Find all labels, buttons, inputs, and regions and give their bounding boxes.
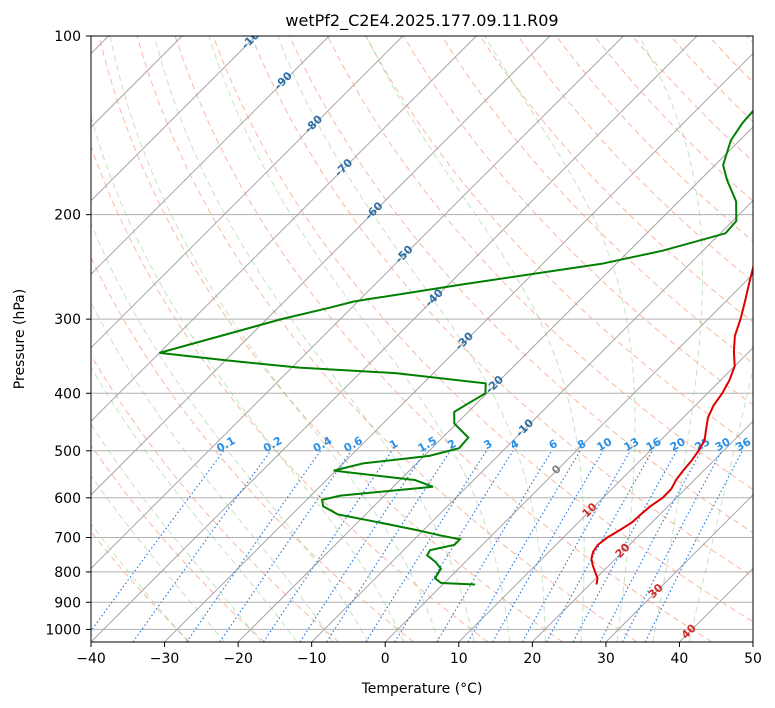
x-axis-label: Temperature (°C) xyxy=(361,681,483,697)
dry-adiabat xyxy=(136,36,638,642)
dry-adiabat xyxy=(98,36,563,642)
mixing-ratio-line xyxy=(365,450,487,642)
pressure-gridlines xyxy=(91,36,753,630)
y-tick-label: 100 xyxy=(54,29,81,45)
dry-adiabat xyxy=(250,36,753,578)
mixing-ratio-line xyxy=(599,450,702,642)
moist-adiabat xyxy=(208,36,511,642)
mixing-ratio-line xyxy=(262,450,393,642)
isotherm-line xyxy=(237,126,753,642)
moist-adiabat xyxy=(277,36,546,642)
mixing-ratio-line xyxy=(299,450,426,642)
mixing-ratio-lines xyxy=(91,450,743,642)
plot-frame xyxy=(90,35,754,643)
x-tick-label: 50 xyxy=(744,651,762,667)
mixing-ratio-line xyxy=(186,450,321,642)
y-tick-label: 300 xyxy=(54,312,81,328)
dry-adiabat xyxy=(288,36,753,534)
isotherm-line xyxy=(531,420,753,642)
moist-adiabat xyxy=(366,36,585,642)
moist-adiabat xyxy=(109,36,440,642)
moist-adiabat xyxy=(484,36,636,642)
moist-adiabat xyxy=(91,474,226,642)
moist-adiabat xyxy=(91,301,334,642)
moist-adiabats xyxy=(91,36,753,642)
isotherm-line xyxy=(605,494,753,642)
isotherm-line xyxy=(458,347,753,642)
dry-adiabat xyxy=(91,256,414,642)
dry-adiabat xyxy=(174,36,713,642)
isotherm-line xyxy=(91,36,624,570)
x-tick-label: −40 xyxy=(76,651,106,667)
y-tick-label: 700 xyxy=(54,531,81,547)
chart-title: wetPf2_C2E4.2025.177.09.11.R09 xyxy=(285,11,558,31)
mixing-ratio-line xyxy=(219,450,352,642)
isotherm-line xyxy=(91,36,551,496)
mixing-ratio-line xyxy=(326,450,451,642)
mixing-ratio-line xyxy=(91,450,225,632)
moist-adiabat xyxy=(91,222,369,642)
mixing-ratio-line xyxy=(132,450,272,642)
isotherm-line xyxy=(91,36,477,423)
dry-adiabat xyxy=(212,36,753,623)
isotherm-line xyxy=(91,36,404,349)
mixing-ratio-line xyxy=(546,450,653,642)
moist-adiabat xyxy=(91,115,405,642)
isotherm-line xyxy=(164,52,753,642)
x-tick-label: −10 xyxy=(297,651,327,667)
x-tick-label: 20 xyxy=(523,651,541,667)
isotherms xyxy=(91,36,753,642)
x-tick-label: 0 xyxy=(381,651,390,667)
dry-adiabat xyxy=(91,444,265,642)
isotherm-line xyxy=(384,273,753,642)
mixing-ratio-line xyxy=(521,450,631,642)
sounding-series xyxy=(159,109,753,586)
moist-adiabat xyxy=(638,36,703,642)
y-tick-label: 500 xyxy=(54,444,81,460)
y-axis-label: Pressure (hPa) xyxy=(12,289,28,389)
y-tick-label: 400 xyxy=(54,386,81,402)
isotherm-line xyxy=(91,36,257,202)
mixing-ratio-line xyxy=(572,450,678,642)
mixing-ratio-line xyxy=(436,450,553,642)
x-tick-label: −20 xyxy=(223,651,253,667)
mixing-ratio-label: 36 xyxy=(734,435,754,454)
isotherm-line xyxy=(91,36,330,275)
y-tick-label: 600 xyxy=(54,491,81,507)
y-tick-label: 800 xyxy=(54,565,81,581)
x-tick-label: −30 xyxy=(150,651,180,667)
moist-adiabat xyxy=(91,522,189,642)
y-tick-label: 900 xyxy=(54,595,81,611)
plot-area: 0.1 0.2 0.4 0.6 1 1.5 2 3 4 6 8 10 13 16 20 25 30 36-100-… xyxy=(91,36,754,642)
axis-ticks: −40 −30 −20 −10 0 10 20 30 40 50 100 200 300 400 500 60… xyxy=(45,29,762,667)
dry-adiabats xyxy=(91,36,753,642)
moist-adiabat xyxy=(91,423,262,642)
moist-adiabat xyxy=(153,36,475,642)
dry-adiabat xyxy=(327,36,753,491)
moist-adiabat xyxy=(688,366,753,642)
isotherm-line xyxy=(311,199,753,642)
x-tick-label: 10 xyxy=(450,651,468,667)
y-tick-label: 1000 xyxy=(45,622,81,638)
y-tick-label: 200 xyxy=(54,208,81,224)
x-tick-label: 40 xyxy=(671,651,689,667)
temperature-profile-line xyxy=(590,263,753,585)
moist-adiabat xyxy=(91,366,298,642)
x-tick-label: 30 xyxy=(597,651,615,667)
dewpoint-profile-line xyxy=(159,109,753,586)
dry-adiabat xyxy=(91,354,340,642)
isotherm-line xyxy=(91,36,698,642)
